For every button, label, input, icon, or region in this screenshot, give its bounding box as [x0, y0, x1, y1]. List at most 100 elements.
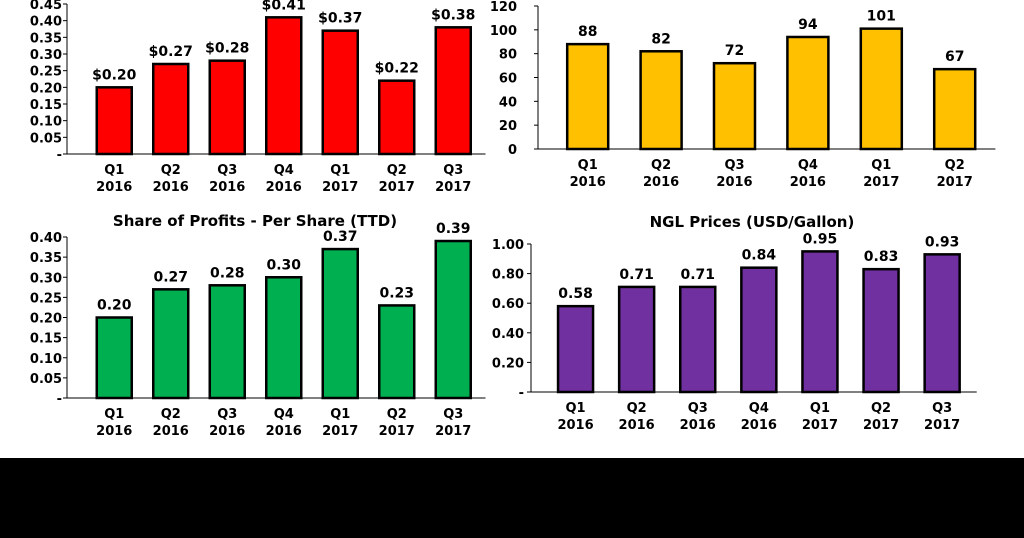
data-label: 0.84: [742, 248, 777, 264]
data-label: 0.95: [803, 231, 838, 247]
bar-eps: [434, 26, 472, 156]
x-tick-label: 2016: [266, 424, 302, 439]
data-label: 72: [725, 43, 744, 59]
x-tick-label: Q1: [330, 163, 350, 178]
y-tick-label: 0.10: [30, 115, 62, 130]
x-tick-label: 2017: [322, 180, 358, 195]
x-tick-label: 2016: [153, 424, 189, 439]
y-tick-label: 1.00: [492, 238, 524, 253]
x-tick-label: 2017: [802, 418, 838, 433]
x-tick-label: Q2: [161, 407, 181, 422]
y-tick-label: -: [519, 386, 524, 401]
bar-eps: [378, 79, 416, 156]
y-tick-label: 60: [499, 72, 517, 87]
bar-production: [932, 67, 977, 151]
y-tick-label: 0.30: [30, 271, 62, 286]
y-tick-label: 0.35: [30, 251, 62, 266]
x-tick-label: 2016: [96, 424, 132, 439]
bar-profits: [265, 276, 303, 400]
x-tick-label: 2017: [435, 424, 471, 439]
data-label: 0.30: [266, 257, 301, 273]
x-tick-label: Q3: [443, 163, 463, 178]
y-tick-label: 0.35: [30, 31, 62, 46]
chart-eps: - 0.050.10 0.15 0.200.25 0.30 0.350.40 0.45 $0.…: [30, 0, 486, 195]
bar-ngl: [679, 285, 717, 394]
bar-profits: [321, 247, 359, 400]
x-tick-label: 2016: [557, 418, 593, 433]
x-tick-label: Q2: [387, 407, 407, 422]
x-tick-label: 2016: [790, 175, 826, 190]
x-tick-label: Q2: [627, 401, 647, 416]
y-tick-label: 0.20: [30, 312, 62, 327]
data-label: 101: [867, 9, 896, 25]
bar-profits: [434, 239, 472, 400]
x-tick-label: Q4: [749, 401, 769, 416]
x-tick-label: Q3: [688, 401, 708, 416]
bar-eps: [208, 59, 246, 156]
data-label: 82: [651, 31, 670, 47]
bar-eps: [265, 16, 303, 156]
x-tick-label: 2017: [379, 424, 415, 439]
bar-profits: [378, 304, 416, 400]
x-tick-label: 2016: [209, 180, 245, 195]
bar-ngl: [740, 266, 778, 394]
x-tick-label: 2017: [322, 424, 358, 439]
charts-figure: Share of Profits - Per Share (TTD) NGL P…: [30, 0, 996, 439]
x-tick-label: Q3: [724, 158, 744, 173]
y-tick-label: 0.40: [30, 231, 62, 246]
bar-ngl: [923, 253, 961, 394]
data-label: 0.20: [97, 298, 132, 314]
y-tick-label: 0.15: [30, 98, 62, 113]
y-tick-label: 0.25: [30, 291, 62, 306]
data-label: $0.28: [205, 41, 249, 57]
bar-eps: [152, 62, 190, 156]
data-label: $0.37: [318, 11, 362, 27]
x-tick-label: 2016: [680, 418, 716, 433]
bar-production: [565, 42, 610, 151]
data-label: 67: [945, 49, 964, 65]
data-label: $0.22: [375, 61, 419, 77]
y-tick-label: 0.45: [30, 0, 62, 13]
data-label: $0.38: [431, 7, 475, 23]
chart-title-ngl: NGL Prices (USD/Gallon): [650, 213, 855, 231]
data-label: 0.58: [558, 286, 593, 302]
data-label: 0.71: [680, 267, 715, 283]
chart-title-profits: Share of Profits - Per Share (TTD): [113, 212, 397, 230]
x-tick-label: Q2: [161, 163, 181, 178]
bar-profits: [208, 284, 246, 400]
x-tick-label: Q3: [217, 163, 237, 178]
y-tick-label: 120: [490, 0, 517, 15]
bar-eps: [321, 29, 359, 156]
x-tick-label: Q2: [871, 401, 891, 416]
x-tick-label: 2016: [153, 180, 189, 195]
bar-ngl: [862, 267, 900, 394]
data-label: 0.28: [210, 265, 245, 281]
x-tick-label: Q4: [274, 163, 294, 178]
x-tick-label: Q1: [565, 401, 585, 416]
x-tick-label: Q1: [330, 407, 350, 422]
bar-ngl: [617, 285, 656, 394]
data-label: 0.83: [864, 249, 899, 265]
y-tick-label: 0.10: [30, 352, 62, 367]
y-tick-label: 40: [499, 95, 517, 110]
y-tick-label: 0.15: [30, 332, 62, 347]
x-tick-label: Q3: [217, 407, 237, 422]
data-label: 0.23: [379, 285, 414, 301]
x-tick-label: Q2: [945, 158, 965, 173]
y-tick-label: 100: [490, 24, 517, 39]
bar-production: [786, 35, 830, 151]
x-tick-label: Q3: [443, 407, 463, 422]
x-tick-label: Q4: [798, 158, 818, 173]
y-tick-label: 80: [499, 48, 517, 63]
bar-eps: [95, 86, 133, 156]
x-tick-label: Q3: [932, 401, 952, 416]
x-tick-label: 2016: [570, 175, 606, 190]
x-tick-label: 2017: [924, 418, 960, 433]
x-tick-label: Q1: [104, 407, 124, 422]
y-tick-label: -: [57, 148, 62, 163]
x-tick-label: 2016: [96, 180, 132, 195]
x-tick-label: 2016: [643, 175, 679, 190]
y-tick-label: 0.20: [492, 356, 524, 371]
y-tick-label: -: [57, 392, 62, 407]
bar-production: [639, 50, 683, 151]
